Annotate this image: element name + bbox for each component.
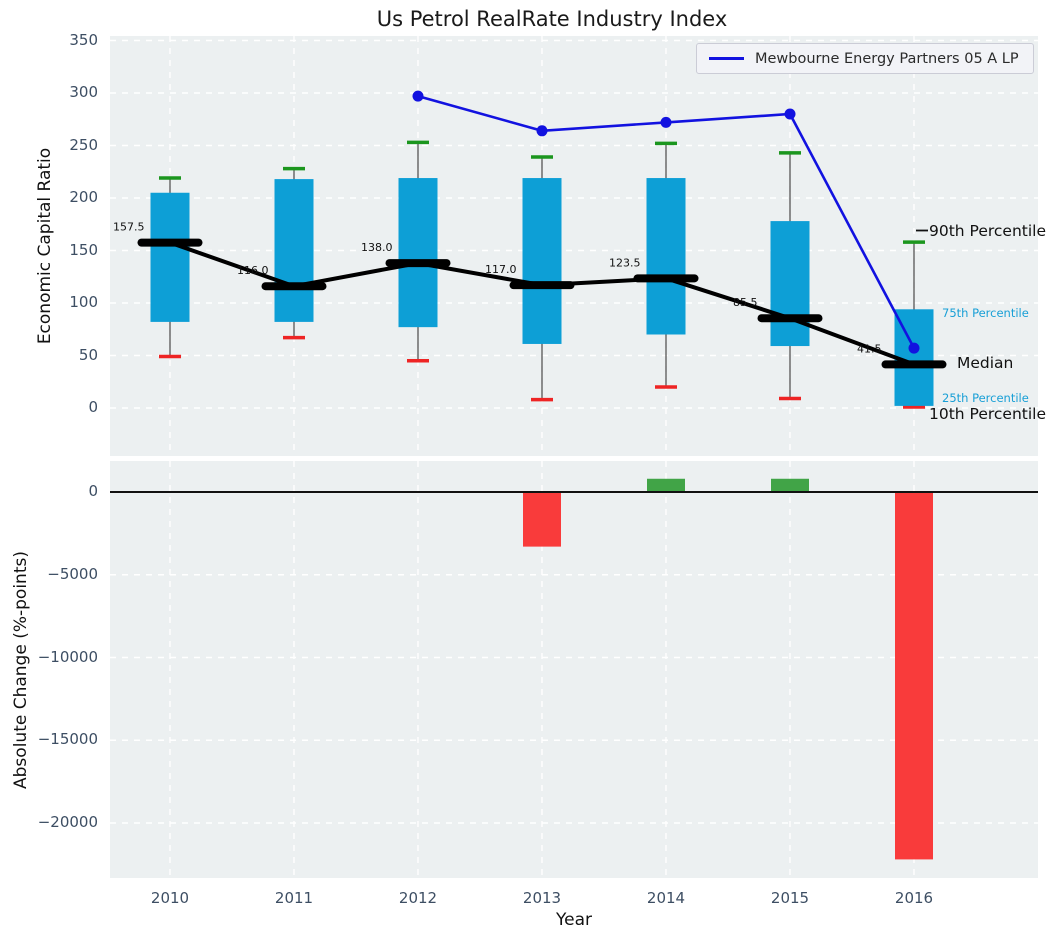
change-bar-2014 (647, 478, 685, 492)
x-axis-label: Year (556, 910, 592, 930)
series-marker-2014 (660, 116, 672, 128)
iqr-box-2011 (274, 179, 314, 322)
series-marker-2015 (784, 108, 796, 120)
percentile-annotation-90th-percentile: 90th Percentile (929, 222, 1047, 240)
iqr-box-2012 (398, 178, 438, 328)
bottom-y-tick-label: −5000 (47, 564, 98, 583)
iqr-box-2010 (150, 192, 190, 322)
bottom-y-tick-label: −15000 (37, 730, 98, 749)
change-bar-2015 (771, 478, 809, 492)
median-value-label-2014: 123.5 (609, 256, 641, 269)
legend-line-sample (709, 57, 744, 60)
x-tick-label: 2016 (894, 889, 934, 907)
median-value-label-2012: 138.0 (361, 241, 393, 254)
bottom-y-tick-label: −10000 (37, 647, 98, 666)
iqr-box-2013 (522, 178, 562, 344)
legend: Mewbourne Energy Partners 05 A LP (696, 43, 1034, 74)
percentile-annotation-75th-percentile: 75th Percentile (942, 306, 1029, 320)
top-axes-boxplot: 157.5 116.0 138.0 117.0 123.5 85.5 41.5 (110, 36, 1038, 456)
top-y-tick-label: 300 (69, 83, 98, 101)
top-y-tick-label: 150 (69, 240, 98, 259)
bottom-y-tick-label: −20000 (37, 813, 98, 831)
top-y-tick-label: 100 (69, 293, 98, 311)
median-value-label-2015: 85.5 (733, 296, 758, 309)
bottom-y-tick-label: 0 (88, 482, 98, 500)
median-value-label-2011: 116.0 (237, 264, 269, 277)
bottom-axes-bar-chart (110, 461, 1038, 878)
x-tick-label: 2015 (770, 889, 810, 907)
bottom-y-axis-label: Absolute Change (%-points) (11, 551, 31, 789)
median-value-label-2010: 157.5 (113, 221, 145, 234)
top-y-tick-label: 200 (69, 188, 98, 206)
percentile-annotation-25th-percentile: 25th Percentile (942, 391, 1029, 405)
legend-label: Mewbourne Energy Partners 05 A LP (755, 50, 1019, 67)
series-marker-2013 (536, 125, 548, 137)
series-marker-2016 (908, 342, 920, 354)
x-tick-label: 2011 (274, 889, 314, 907)
series-marker-2012 (412, 90, 424, 102)
x-tick-label: 2012 (398, 889, 438, 907)
top-y-tick-label: 350 (69, 30, 98, 49)
percentile-annotation-10th-percentile: 10th Percentile (929, 405, 1047, 423)
x-tick-label: 2010 (150, 889, 190, 907)
median-value-label-2013: 117.0 (485, 263, 517, 276)
iqr-box-2015 (770, 221, 810, 347)
top-y-tick-label: 50 (78, 345, 98, 364)
x-tick-label: 2013 (522, 889, 562, 907)
median-value-label-2016: 41.5 (857, 342, 882, 355)
top-y-tick-label: 0 (88, 398, 98, 416)
iqr-box-2014 (646, 178, 686, 335)
percentile-annotation-median: Median (957, 354, 1014, 372)
chart-title: Us Petrol RealRate Industry Index (376, 7, 728, 31)
change-bar-2013 (523, 492, 561, 547)
change-bar-2016 (895, 492, 933, 860)
x-tick-label: 2014 (646, 889, 686, 907)
top-y-tick-label: 250 (69, 135, 98, 154)
